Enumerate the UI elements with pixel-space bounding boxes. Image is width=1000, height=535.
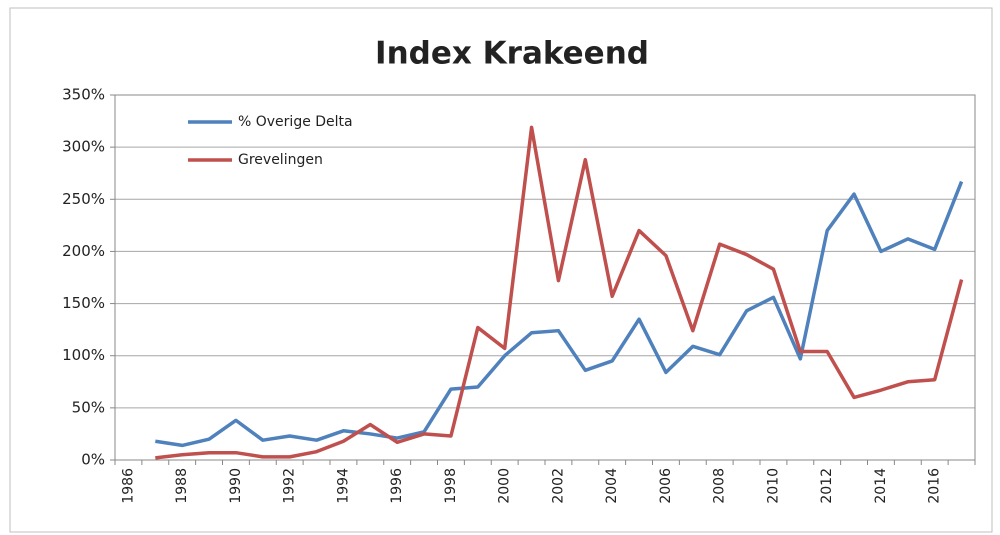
y-tick-label: 0% <box>81 451 105 469</box>
x-tick-label: 2006 <box>658 468 674 504</box>
y-tick-label: 250% <box>62 190 105 208</box>
x-tick-label: 2002 <box>550 468 566 504</box>
x-tick-label: 1992 <box>282 468 298 504</box>
y-tick-label: 150% <box>62 294 105 312</box>
y-tick-label: 200% <box>62 242 105 260</box>
x-tick-label: 1994 <box>335 468 351 504</box>
series-line <box>155 180 964 448</box>
y-tick-label: 100% <box>62 346 105 364</box>
x-tick-label: 1988 <box>174 468 190 504</box>
x-tick-label: 2014 <box>873 468 889 504</box>
x-tick-label: 1986 <box>120 468 136 504</box>
legend-label: Grevelingen <box>238 152 323 168</box>
y-tick-label: 50% <box>72 398 105 416</box>
x-tick-label: 1996 <box>389 468 405 504</box>
x-tick-label: 1990 <box>228 468 244 504</box>
x-tick-label: 2008 <box>712 468 728 504</box>
chart-title: Index Krakeend <box>375 36 649 72</box>
x-tick-label: 2004 <box>604 468 620 504</box>
chart-frame <box>9 7 993 533</box>
x-tick-label: 2000 <box>497 468 513 504</box>
legend-label: % Overige Delta <box>238 114 353 130</box>
x-tick-label: 2016 <box>927 468 943 504</box>
x-tick-label: 1998 <box>443 468 459 504</box>
x-tick-label: 2012 <box>819 468 835 504</box>
y-tick-label: 350% <box>62 86 105 104</box>
y-tick-label: 300% <box>62 138 105 156</box>
series-line <box>155 125 964 460</box>
x-tick-label: 2010 <box>765 468 781 504</box>
